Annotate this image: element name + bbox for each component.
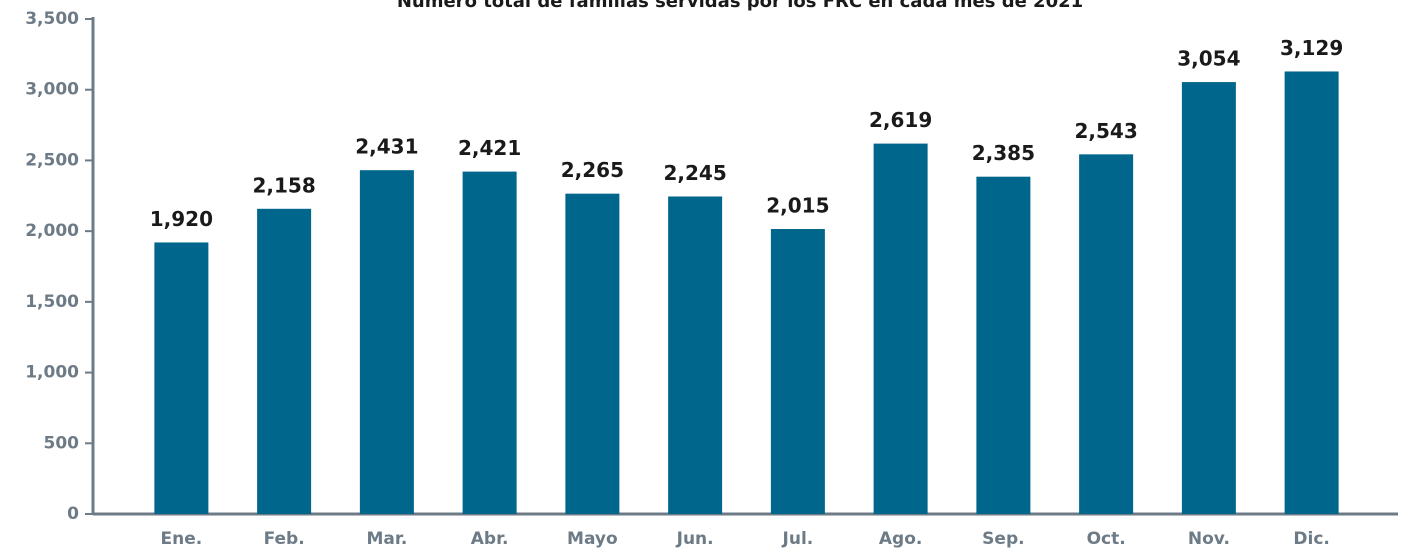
y-tick-label: 1,500 xyxy=(25,292,79,312)
y-tick-label: 3,000 xyxy=(25,80,79,100)
bar xyxy=(1079,154,1134,514)
x-tick-label: Jul. xyxy=(782,529,814,549)
x-tick-label: Ago. xyxy=(879,529,922,549)
bar xyxy=(1284,71,1339,514)
y-tick-label: 500 xyxy=(44,433,80,453)
bar xyxy=(668,196,723,514)
value-label: 2,265 xyxy=(561,158,624,182)
x-tick-label: Mar. xyxy=(366,529,407,549)
value-label: 2,158 xyxy=(252,173,315,197)
bar xyxy=(257,208,312,514)
value-label: 2,245 xyxy=(663,161,726,185)
x-tick-label: Feb. xyxy=(264,529,305,549)
value-label: 2,543 xyxy=(1074,119,1137,143)
x-tick-label: Abr. xyxy=(471,529,509,549)
y-tick-label: 0 xyxy=(67,504,79,524)
x-tick-label: Sep. xyxy=(982,529,1024,549)
y-tick-label: 2,500 xyxy=(25,150,79,170)
x-tick-label: Nov. xyxy=(1188,529,1230,549)
value-label: 2,431 xyxy=(355,135,418,159)
y-tick-label: 3,500 xyxy=(25,9,79,29)
y-tick-label: 2,000 xyxy=(25,221,79,241)
x-tick-label: Oct. xyxy=(1087,529,1126,549)
bar xyxy=(462,171,517,514)
value-label: 1,920 xyxy=(150,207,213,231)
bar xyxy=(359,170,414,515)
value-label: 2,421 xyxy=(458,136,521,160)
value-label: 2,619 xyxy=(869,108,932,132)
value-label: 2,015 xyxy=(766,194,829,218)
value-label: 2,385 xyxy=(972,141,1035,165)
value-label: 3,129 xyxy=(1280,36,1343,60)
bar xyxy=(1181,82,1236,514)
x-tick-label: Jun. xyxy=(676,529,714,549)
y-tick-label: 1,000 xyxy=(25,363,79,383)
bar xyxy=(976,176,1031,514)
x-tick-label: Ene. xyxy=(161,529,203,549)
bar xyxy=(770,229,825,514)
bar xyxy=(873,143,928,514)
x-tick-label: Mayo xyxy=(567,529,618,549)
bar xyxy=(565,193,620,514)
chart-title: Número total de familias servidas por lo… xyxy=(397,0,1083,12)
value-label: 3,054 xyxy=(1177,47,1240,71)
x-tick-label: Dic. xyxy=(1293,529,1329,549)
bar xyxy=(154,242,209,514)
